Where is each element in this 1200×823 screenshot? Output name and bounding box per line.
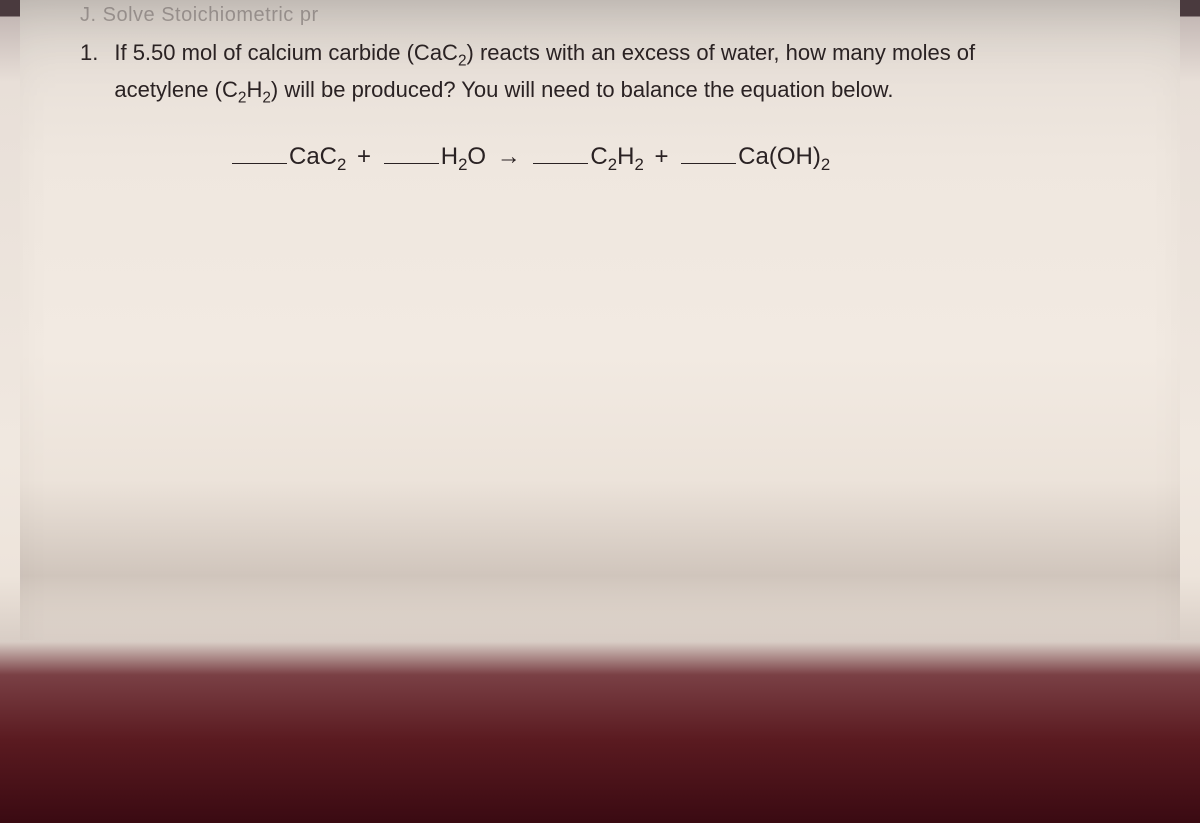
text-l1a: If 5.50 mol of calcium carbide (CaC — [114, 40, 458, 65]
photo-background: J. Solve Stoichiometric pr 1. If 5.50 mo… — [0, 0, 1200, 823]
reaction-arrow: → — [497, 143, 521, 171]
problem-number: 1. — [80, 36, 98, 70]
coef-blank-4 — [681, 143, 736, 163]
species-1-sub: 2 — [337, 154, 346, 173]
sub-1: 2 — [458, 52, 467, 69]
problem-text: If 5.50 mol of calcium carbide (CaC2) re… — [114, 36, 975, 111]
text-l2b: H — [246, 77, 262, 102]
species-2b: O — [467, 143, 486, 170]
plus-2: + — [654, 143, 668, 170]
sub-3: 2 — [262, 90, 271, 107]
coef-blank-2 — [384, 143, 439, 163]
worksheet-content: 1. If 5.50 mol of calcium carbide (CaC2)… — [0, 0, 1200, 174]
species-3-sub: 2 — [608, 154, 617, 173]
coef-blank-3 — [533, 143, 588, 163]
species-3a: C — [590, 143, 607, 170]
coef-blank-1 — [232, 143, 287, 163]
species-3b: H — [617, 143, 634, 170]
species-4: Ca(OH) — [738, 143, 821, 170]
species-2-sub: 2 — [458, 154, 467, 173]
species-4-sub: 2 — [821, 154, 830, 173]
species-2a: H — [441, 143, 458, 170]
species-3b-sub: 2 — [634, 154, 643, 173]
unbalanced-equation: CaC2 + H2O → C2H2 + Ca(OH)2 — [80, 143, 1140, 175]
text-l1b: ) reacts with an excess of water, how ma… — [467, 40, 976, 65]
text-l2c: ) will be produced? You will need to bal… — [271, 77, 894, 102]
problem-1: 1. If 5.50 mol of calcium carbide (CaC2)… — [80, 36, 1140, 111]
plus-1: + — [357, 143, 371, 170]
text-l2a: acetylene (C — [114, 77, 238, 102]
species-1: CaC — [289, 143, 337, 170]
